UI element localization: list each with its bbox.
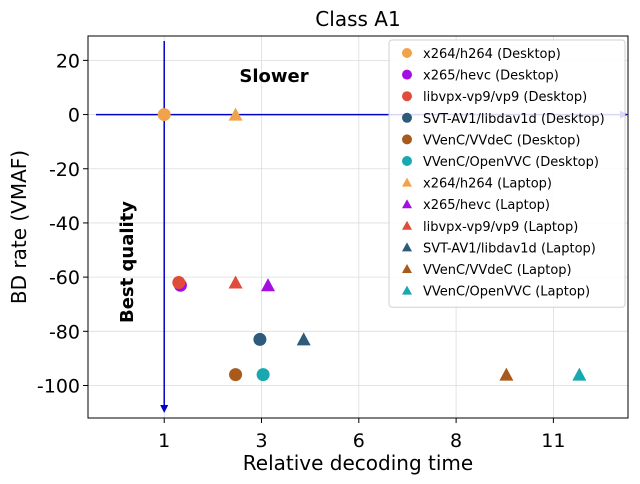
plot-frame [87, 35, 629, 419]
data-marks [157, 107, 587, 382]
legend-marker [402, 220, 412, 230]
y-tick-label: -100 [37, 375, 80, 397]
y-tick-label: -40 [49, 213, 80, 235]
point-triangle [499, 367, 514, 381]
legend-label: x265/hevc (Desktop) [423, 69, 559, 84]
legend: x264/h264 (Desktop) x265/hevc (Desktop) li… [388, 39, 626, 308]
legend-label: SVT-AV1/libdav1d (Desktop) [423, 112, 605, 127]
point-circle [172, 276, 186, 290]
legend-label: x264/h264 (Desktop) [423, 47, 561, 62]
legend-marker [402, 242, 412, 252]
annotation-slower: Slower [239, 66, 308, 87]
x-tick-label: 3 [255, 430, 267, 452]
legend-marker [402, 48, 412, 58]
y-tick-label: -60 [49, 267, 80, 289]
legend-label: VVenC/VVdeC (Laptop) [423, 263, 572, 278]
x-tick-label: 6 [353, 430, 365, 452]
point-circle [229, 368, 243, 382]
point-circle [253, 332, 267, 346]
legend-label: VVenC/VVdeC (Desktop) [423, 133, 580, 148]
y-axis-ticks: 20 0 -20 -40 -60 -80 -100 [37, 50, 88, 397]
x-axis-ticks: 1 3 6 8 11 [158, 418, 565, 452]
x-tick-label: 1 [158, 430, 170, 452]
legend-marker [402, 156, 412, 166]
legend-marker [402, 69, 412, 80]
point-circle [256, 368, 270, 382]
chart-title: Class A1 [315, 7, 400, 31]
legend-marker [402, 199, 412, 209]
annotation-best-quality: Best quality [117, 201, 138, 323]
y-tick-label: 20 [56, 50, 80, 72]
x-tick-label: 11 [541, 430, 565, 452]
point-triangle [296, 332, 311, 346]
legend-label: x264/h264 (Laptop) [423, 177, 552, 192]
point-triangle [572, 367, 587, 381]
point-triangle [228, 275, 243, 289]
legend-label: libvpx-vp9/vp9 (Laptop) [423, 220, 578, 235]
legend-marker [402, 285, 412, 295]
legend-marker [402, 134, 412, 145]
x-axis-label: Relative decoding time [243, 451, 473, 475]
legend-label: VVenC/OpenVVC (Laptop) [423, 285, 590, 300]
legend-marker [402, 264, 412, 273]
y-tick-label: -20 [49, 159, 80, 181]
down-arrow-head [160, 405, 169, 413]
y-tick-label: -80 [49, 321, 80, 343]
x-tick-label: 8 [450, 430, 462, 452]
point-circle [157, 108, 171, 122]
legend-marker [402, 177, 412, 187]
legend-label: VVenC/OpenVVC (Desktop) [423, 155, 599, 170]
legend-box [388, 39, 626, 308]
y-axis-label: BD rate (VMAF) [7, 150, 31, 304]
legend-label: SVT-AV1/libdav1d (Laptop) [423, 241, 596, 256]
legend-label: x265/hevc (Laptop) [423, 198, 550, 213]
legend-marker [402, 112, 412, 123]
point-triangle [228, 107, 243, 121]
point-triangle [261, 278, 275, 292]
y-tick-label: 0 [68, 105, 80, 127]
legend-label: libvpx-vp9/vp9 (Desktop) [423, 90, 587, 105]
annotations: Slower Best quality [117, 66, 309, 323]
legend-marker [402, 91, 412, 102]
